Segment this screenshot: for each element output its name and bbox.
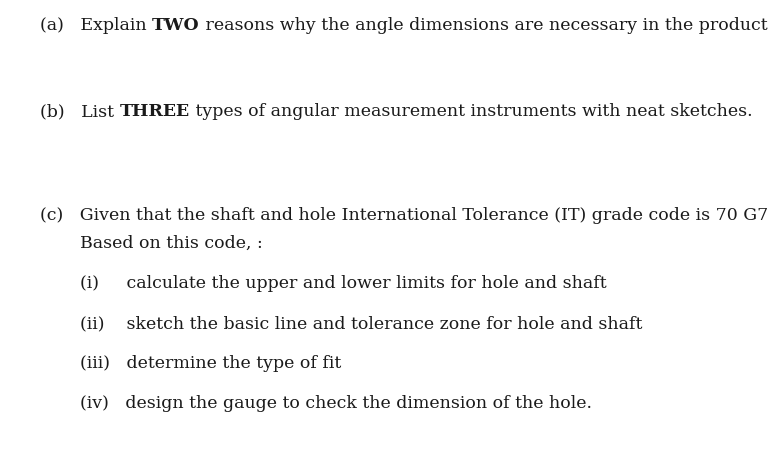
Text: reasons why the angle dimensions are necessary in the product design?: reasons why the angle dimensions are nec…	[200, 17, 768, 34]
Text: TWO: TWO	[152, 17, 200, 34]
Text: (b)   List: (b) List	[40, 103, 120, 120]
Text: (c)   Given that the shaft and hole International Tolerance (IT) grade code is 7: (c) Given that the shaft and hole Intern…	[40, 207, 768, 224]
Text: Based on this code, :: Based on this code, :	[80, 235, 263, 252]
Text: (iv)   design the gauge to check the dimension of the hole.: (iv) design the gauge to check the dimen…	[80, 395, 592, 412]
Text: types of angular measurement instruments with neat sketches.: types of angular measurement instruments…	[190, 103, 752, 120]
Text: THREE: THREE	[120, 103, 190, 120]
Text: (iii)   determine the type of fit: (iii) determine the type of fit	[80, 355, 341, 372]
Text: (i)     calculate the upper and lower limits for hole and shaft: (i) calculate the upper and lower limits…	[80, 275, 607, 292]
Text: (a)   Explain: (a) Explain	[40, 17, 152, 34]
Text: (ii)    sketch the basic line and tolerance zone for hole and shaft: (ii) sketch the basic line and tolerance…	[80, 315, 642, 332]
